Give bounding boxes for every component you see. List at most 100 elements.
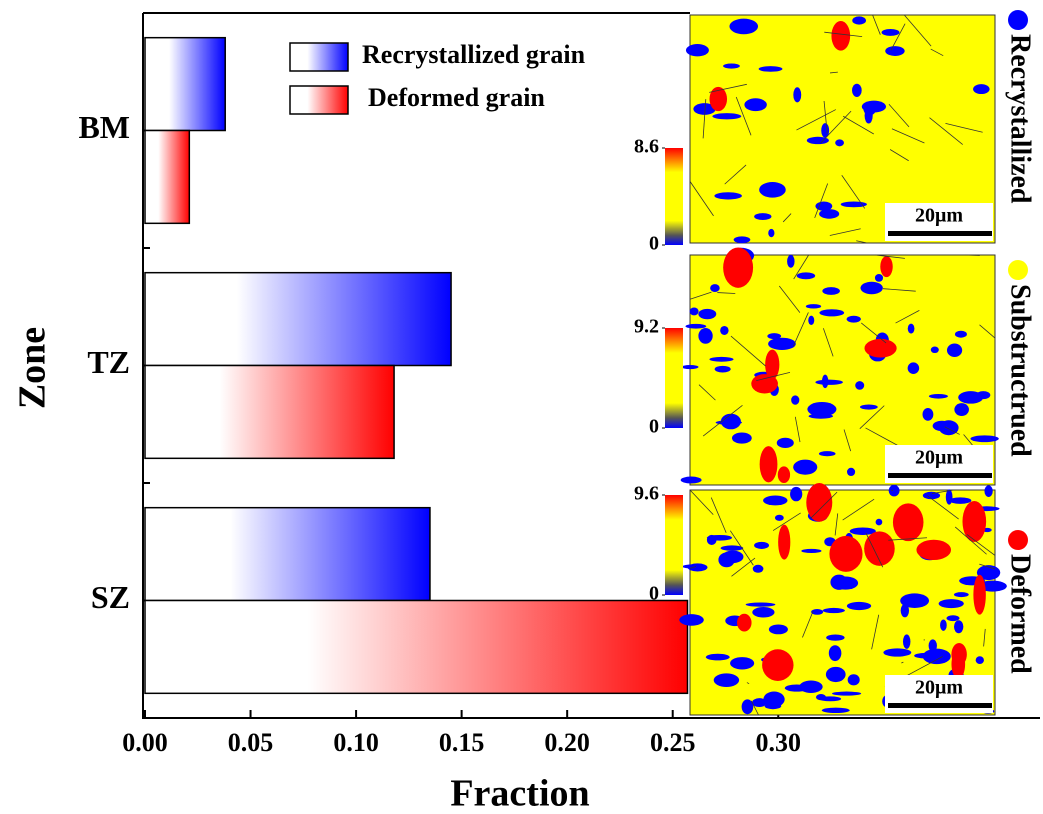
scale-bar xyxy=(888,473,992,478)
map-legend-label: Recrystallized xyxy=(1005,34,1036,204)
map-blob xyxy=(822,708,850,713)
map-blob xyxy=(698,309,716,319)
x-tick-label: 0.00 xyxy=(122,728,168,757)
x-tick-label: 0.25 xyxy=(650,728,696,757)
map-blob xyxy=(754,213,771,220)
colorbar-tick-label: 0 xyxy=(649,233,659,255)
map-blob xyxy=(876,519,883,526)
scale-bar-label: 20μm xyxy=(915,205,963,227)
map-blob xyxy=(682,564,705,568)
map-blob xyxy=(940,620,947,631)
map-blob xyxy=(715,366,731,373)
map-blob xyxy=(737,21,745,25)
map-blob xyxy=(754,542,769,549)
map-blob xyxy=(955,331,967,338)
map-blob xyxy=(939,599,964,608)
map-blob xyxy=(984,485,992,497)
ebsd-map: 20μm xyxy=(679,483,1007,715)
map-blob xyxy=(768,338,796,350)
map-blob xyxy=(746,603,776,607)
map-blob xyxy=(819,209,839,219)
ebsd-map: 20μm xyxy=(686,15,995,243)
colorbar-tick-label: 0 xyxy=(649,416,659,438)
map-blob xyxy=(732,433,752,444)
map-blob xyxy=(949,497,971,503)
map-blob xyxy=(778,525,790,560)
map-blob xyxy=(931,347,939,354)
map-blob xyxy=(690,307,699,315)
map-blob xyxy=(951,643,966,666)
map-blob xyxy=(759,182,786,198)
map-blob xyxy=(806,483,832,522)
map-blob xyxy=(947,344,962,357)
map-blob xyxy=(698,328,712,344)
map-blob xyxy=(793,460,817,475)
map-blob xyxy=(860,404,878,409)
map-blob xyxy=(712,113,741,119)
scale-bar xyxy=(888,703,992,708)
map-blob xyxy=(714,673,739,687)
bar xyxy=(145,601,687,694)
map-blob xyxy=(707,535,717,545)
map-blob xyxy=(822,287,840,295)
colorbar xyxy=(665,328,683,428)
map-blob xyxy=(973,84,990,94)
map-blob xyxy=(947,615,960,621)
legend-swatch xyxy=(290,43,348,71)
map-blob xyxy=(709,357,733,362)
map-blob xyxy=(723,64,740,69)
x-tick-label: 0.05 xyxy=(228,728,274,757)
map-legend-dot xyxy=(1008,530,1028,550)
map-blob xyxy=(976,391,990,399)
map-blob xyxy=(721,414,741,430)
bar xyxy=(145,131,189,224)
legend-label: Recrystallized grain xyxy=(362,40,586,69)
map-blob xyxy=(830,575,847,590)
map-blob xyxy=(775,515,784,521)
bar xyxy=(145,366,394,459)
map-blob xyxy=(923,408,934,421)
colorbar-tick-label: 8.6 xyxy=(634,136,659,158)
map-blob xyxy=(768,229,774,237)
legend-label: Deformed grain xyxy=(368,83,545,112)
y-tick-label: SZ xyxy=(91,579,130,615)
map-blob xyxy=(710,284,720,292)
colorbar-tick-label: 9.2 xyxy=(634,316,659,338)
y-axis-label: Zone xyxy=(12,327,54,409)
map-blob xyxy=(864,339,896,358)
map-blob xyxy=(939,420,959,435)
map-blob xyxy=(765,350,779,380)
scale-bar-label: 20μm xyxy=(915,677,963,699)
map-blob xyxy=(806,304,821,308)
colorbar xyxy=(665,148,683,245)
map-blob xyxy=(760,446,778,482)
x-tick-label: 0.10 xyxy=(333,728,379,757)
map-blob xyxy=(722,551,743,564)
colorbar-tick-label: 0 xyxy=(649,583,659,605)
map-blob xyxy=(954,620,963,633)
map-blob xyxy=(681,477,702,484)
map-blob xyxy=(714,192,742,199)
map-blob xyxy=(865,108,873,124)
map-blob xyxy=(753,565,764,573)
y-tick-label: TZ xyxy=(87,344,130,380)
map-blob xyxy=(822,375,828,388)
map-blob xyxy=(752,607,774,618)
map-blob xyxy=(686,44,709,56)
bar xyxy=(145,508,430,601)
map-blob xyxy=(829,645,842,661)
map-blob xyxy=(785,684,809,691)
map-blob xyxy=(946,489,953,504)
map-blob xyxy=(791,395,799,404)
map-blob xyxy=(889,485,900,496)
map-blob xyxy=(819,696,841,701)
scale-bar xyxy=(888,231,992,236)
map-blob xyxy=(885,46,904,56)
map-blob xyxy=(819,451,836,456)
map-blob xyxy=(826,667,846,682)
map-blob xyxy=(762,649,793,681)
map-blob xyxy=(880,256,892,277)
map-blob xyxy=(769,624,788,634)
chart: Fraction Zone BMTZSZ0.000.050.100.150.20… xyxy=(0,0,1043,814)
map-blob xyxy=(900,593,929,608)
